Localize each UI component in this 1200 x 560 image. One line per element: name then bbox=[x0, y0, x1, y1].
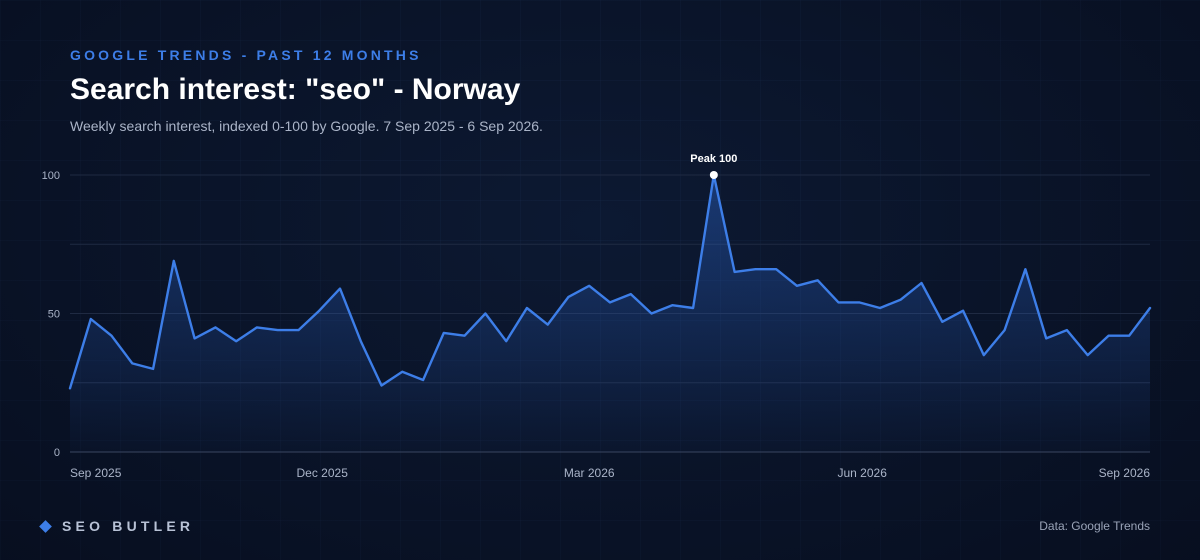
chart-title: Search interest: "seo" - Norway bbox=[70, 73, 521, 106]
x-tick-label: Dec 2025 bbox=[297, 466, 349, 480]
peak-label: Peak 100 bbox=[690, 153, 737, 165]
series-area bbox=[70, 175, 1150, 452]
x-tick-label: Jun 2026 bbox=[838, 466, 888, 480]
series-line bbox=[68, 173, 1152, 390]
chart-subtitle: Weekly search interest, indexed 0-100 by… bbox=[70, 118, 543, 134]
chart-eyebrow: GOOGLE TRENDS - PAST 12 MONTHS bbox=[70, 47, 422, 63]
x-tick-label: Mar 2026 bbox=[564, 466, 615, 480]
peak-marker bbox=[709, 171, 718, 179]
y-tick-label: 0 bbox=[54, 447, 60, 459]
brand-name: SEO BUTLER bbox=[62, 518, 195, 534]
y-tick-label: 50 bbox=[48, 309, 60, 321]
x-tick-label: Sep 2025 bbox=[70, 466, 122, 480]
data-source: Data: Google Trends bbox=[1039, 519, 1150, 533]
diamond-icon bbox=[39, 519, 52, 533]
x-tick-label: Sep 2026 bbox=[1099, 466, 1151, 480]
y-tick-label: 100 bbox=[42, 170, 60, 182]
brand-logo: SEO BUTLER bbox=[39, 518, 195, 534]
